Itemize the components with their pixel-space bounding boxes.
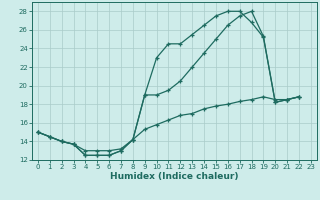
- X-axis label: Humidex (Indice chaleur): Humidex (Indice chaleur): [110, 172, 239, 181]
